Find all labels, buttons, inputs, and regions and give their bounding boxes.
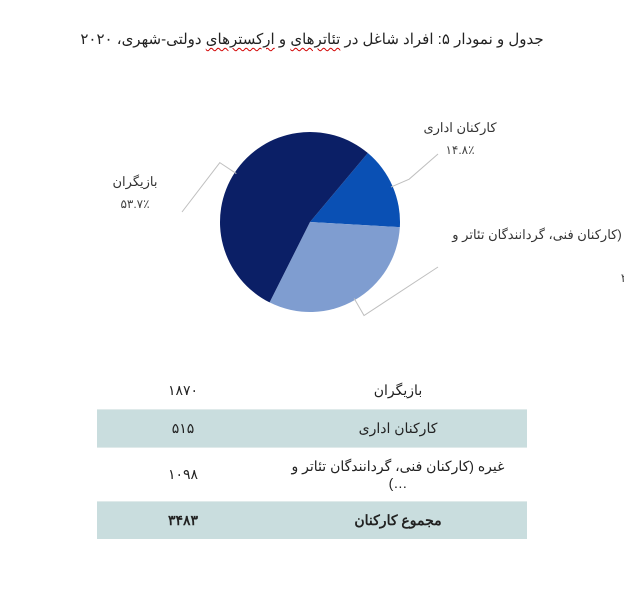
- title-middle: و: [275, 31, 291, 48]
- title-prefix: جدول و نمودار ۵: افراد شاغل در: [340, 31, 543, 48]
- title-word2: ارکسترهای: [206, 31, 275, 48]
- slice-label-other: غیره (کارکنان فنی، گردانندگان تئاتر و …)…: [440, 225, 624, 288]
- chart-area: کارکنان اداری ۱۴.۸٪ غیره (کارکنان فنی، گ…: [40, 62, 584, 362]
- page: جدول و نمودار ۵: افراد شاغل در تئاترهای …: [0, 0, 624, 594]
- table-cell-value: ۵۱۵: [97, 410, 269, 448]
- table-cell-label: غیره (کارکنان فنی، گردانندگان تئاتر و …): [269, 448, 527, 502]
- table-cell-value: ۳۴۸۳: [97, 502, 269, 540]
- table-row: بازیگران۱۸۷۰: [97, 372, 527, 410]
- slice-percent-text: ۳۱.۵٪: [440, 269, 624, 288]
- title-suffix: دولتی-شهری، ۲۰۲۰: [80, 31, 205, 48]
- slice-label-text: بازیگران: [113, 174, 158, 189]
- table-row: مجموع کارکنان۳۴۸۳: [97, 502, 527, 540]
- slice-label-text: غیره (کارکنان فنی، گردانندگان تئاتر و …): [452, 227, 624, 263]
- table-cell-value: ۱۰۹۸: [97, 448, 269, 502]
- slice-percent-text: ۱۴.۸٪: [370, 141, 550, 160]
- table-cell-label: بازیگران: [269, 372, 527, 410]
- slice-label-actors: بازیگران ۵۳.۷٪: [60, 172, 210, 214]
- table-cell-label: کارکنان اداری: [269, 410, 527, 448]
- chart-title: جدول و نمودار ۵: افراد شاغل در تئاترهای …: [40, 28, 584, 52]
- table-cell-label: مجموع کارکنان: [269, 502, 527, 540]
- table-row: کارکنان اداری۵۱۵: [97, 410, 527, 448]
- slice-label-admin: کارکنان اداری ۱۴.۸٪: [370, 118, 550, 160]
- table-row: غیره (کارکنان فنی، گردانندگان تئاتر و …)…: [97, 448, 527, 502]
- slice-label-text: کارکنان اداری: [423, 120, 496, 135]
- slice-percent-text: ۵۳.۷٪: [60, 195, 210, 214]
- data-table-wrap: بازیگران۱۸۷۰کارکنان اداری۵۱۵غیره (کارکنا…: [97, 372, 527, 539]
- data-table: بازیگران۱۸۷۰کارکنان اداری۵۱۵غیره (کارکنا…: [97, 372, 527, 539]
- table-cell-value: ۱۸۷۰: [97, 372, 269, 410]
- title-word1: تئاترهای: [290, 31, 340, 48]
